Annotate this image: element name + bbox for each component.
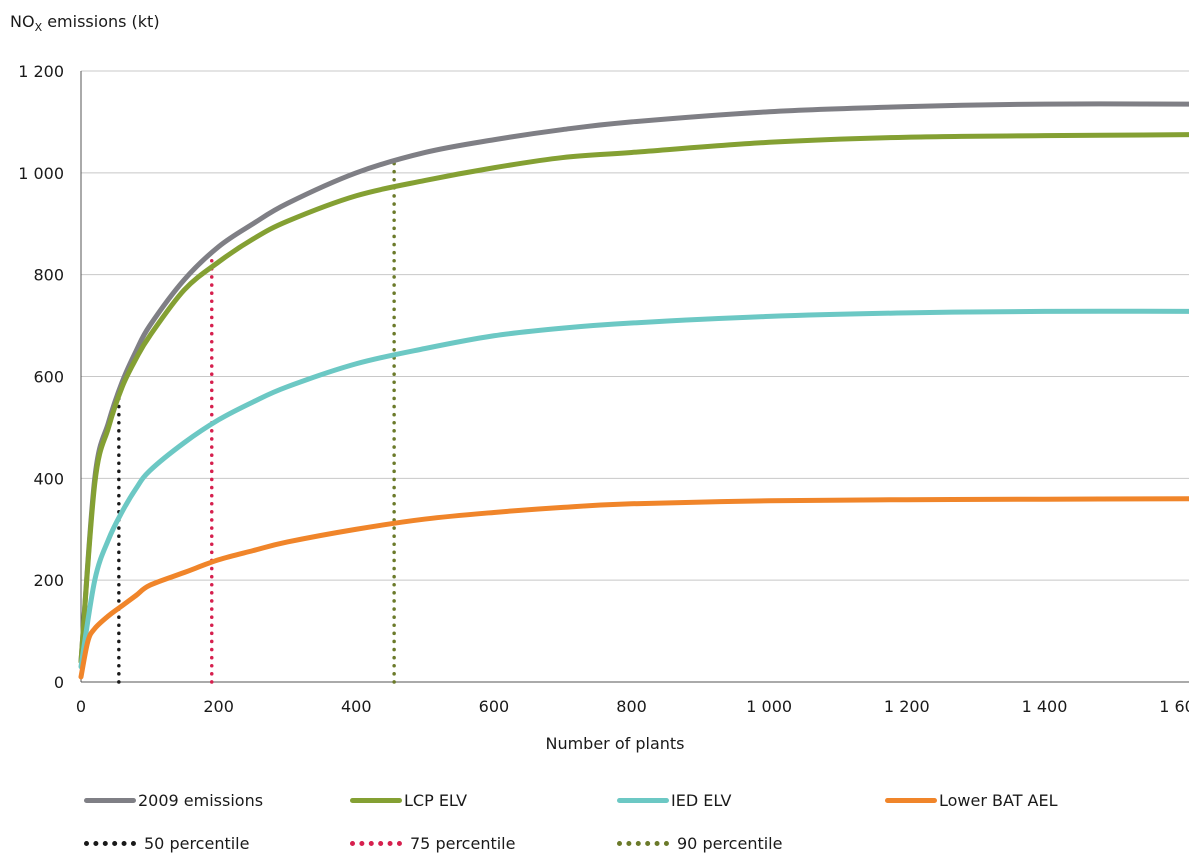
x-tick-label: 1 000 — [746, 697, 792, 716]
y-tick-label: 1 000 — [18, 164, 64, 183]
y-tick-label: 800 — [33, 266, 64, 285]
y-tick-label: 200 — [33, 571, 64, 590]
y-tick-label: 1 200 — [18, 62, 64, 81]
axes: 0 200 400 600 800 1 000 1 200 0 200 400 600 800 1 00… — [18, 62, 1189, 716]
grid — [81, 70, 1189, 581]
x-axis-label: Number of plants — [545, 734, 684, 753]
y-axis-label-sub: X — [34, 21, 43, 35]
series-line-lcp-elv — [78, 132, 1189, 665]
y-axis-label: NOX emissions (kt) — [10, 12, 160, 34]
y-tick-label: 600 — [33, 368, 64, 387]
series-line-lower-bat-ael — [78, 496, 1189, 680]
series-line-ied-elv — [78, 308, 1189, 670]
x-tick-label: 0 — [76, 697, 86, 716]
x-tick-label: 1 200 — [884, 697, 930, 716]
y-axis-label-rest: emissions (kt) — [42, 12, 160, 31]
x-tick-label: 200 — [203, 697, 234, 716]
x-tick-label: 600 — [479, 697, 510, 716]
x-tick-label: 1 400 — [1022, 697, 1068, 716]
x-tick-label: 800 — [616, 697, 647, 716]
y-tick-label: 0 — [54, 673, 64, 692]
series-line-2009-emissions — [78, 101, 1189, 665]
x-tick-label: 1 600 — [1159, 697, 1189, 716]
y-tick-label: 400 — [33, 469, 64, 488]
x-tick-label: 400 — [341, 697, 372, 716]
series-group — [78, 101, 1189, 684]
y-axis-label-main: NO — [10, 12, 35, 31]
